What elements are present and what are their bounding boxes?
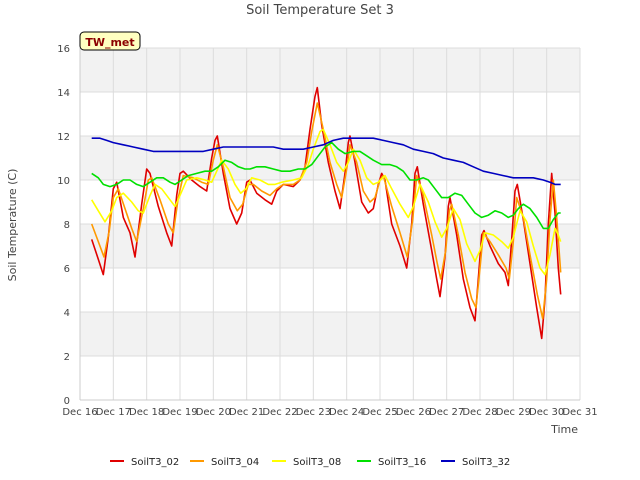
legend-label-SoilT3_32: SoilT3_32 — [462, 457, 510, 468]
x-tick-label: Dec 31 — [562, 407, 597, 418]
legend: SoilT3_02 SoilT3_04 SoilT3_08 SoilT3_16 Soil… — [110, 457, 510, 468]
y-tick-label: 0 — [64, 396, 70, 407]
grid-band — [80, 312, 580, 356]
series-line-SoilT3_16 — [91, 141, 561, 230]
y-axis-label: Soil Temperature (C) — [6, 169, 19, 282]
legend-label-SoilT3_04: SoilT3_04 — [211, 457, 259, 468]
legend-label-SoilT3_02: SoilT3_02 — [131, 457, 179, 468]
x-tick-label: Dec 20 — [196, 407, 231, 418]
series-lines — [90, 86, 562, 340]
legend-label-SoilT3_16: SoilT3_16 — [378, 457, 426, 468]
x-tick-label: Dec 22 — [262, 407, 297, 418]
y-tick-label: 8 — [64, 220, 70, 231]
chart-title: Soil Temperature Set 3 — [246, 3, 394, 18]
x-tick-label: Dec 28 — [462, 407, 497, 418]
x-tick-label: Dec 25 — [362, 407, 397, 418]
legend-label-SoilT3_08: SoilT3_08 — [293, 457, 341, 468]
y-tick-label: 10 — [57, 176, 70, 187]
x-tick-label: Dec 27 — [429, 407, 464, 418]
series-line-SoilT3_32 — [91, 137, 561, 186]
x-tick-label: Dec 19 — [162, 407, 197, 418]
y-tick-label: 2 — [64, 352, 70, 363]
station-badge: TW_met — [79, 31, 141, 51]
x-tick-label: Dec 18 — [129, 407, 164, 418]
series-line-SoilT3_08 — [91, 128, 562, 276]
y-tick-label: 14 — [57, 88, 70, 99]
y-tick-label: 6 — [64, 264, 70, 275]
x-tick-label: Dec 30 — [529, 407, 564, 418]
x-tick-label: Dec 21 — [229, 407, 264, 418]
station-badge-box — [79, 31, 141, 51]
series-line-SoilT3_04 — [90, 102, 562, 320]
x-tick-label: Dec 17 — [96, 407, 131, 418]
station-badge-label: TW_met — [85, 36, 134, 49]
grid-band — [80, 48, 580, 92]
x-tick-label: Dec 23 — [296, 407, 331, 418]
y-tick-label: 16 — [57, 44, 70, 55]
x-tick-label: Dec 29 — [496, 407, 531, 418]
y-tick-label: 12 — [57, 132, 70, 143]
x-tick-label: Dec 16 — [62, 407, 97, 418]
x-tick-label: Dec 26 — [396, 407, 431, 418]
series-line-SoilT3_02 — [90, 86, 562, 340]
x-tick-label: Dec 24 — [329, 407, 364, 418]
x-axis-label: Time — [550, 423, 578, 436]
y-tick-label: 4 — [64, 308, 70, 319]
